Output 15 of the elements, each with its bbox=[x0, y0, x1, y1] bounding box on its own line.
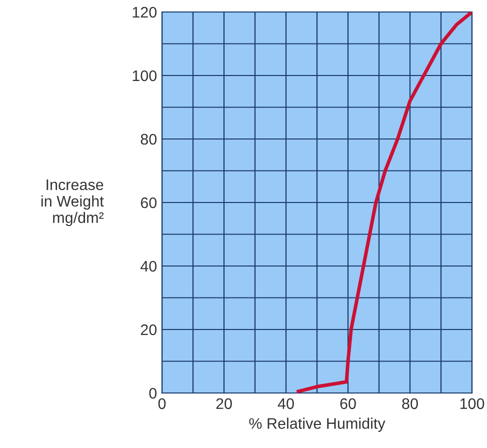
x-axis-title: % Relative Humidity bbox=[249, 418, 386, 432]
x-tick-label: 0 bbox=[158, 398, 166, 410]
x-tick-label: 20 bbox=[216, 398, 232, 410]
y-axis-title: Increase in Weight mg/dm² bbox=[41, 179, 104, 226]
y-tick-label: 120 bbox=[132, 6, 157, 18]
y-tick-label: 80 bbox=[140, 134, 157, 145]
y-tick-label: 20 bbox=[140, 324, 157, 336]
y-tick-label: 100 bbox=[132, 70, 157, 82]
y-tick-label: 0 bbox=[149, 388, 157, 399]
y-tick-label: 40 bbox=[140, 260, 157, 272]
x-tick-label: 40 bbox=[278, 398, 294, 410]
x-tick-label: 60 bbox=[340, 398, 356, 410]
x-tick-label: 100 bbox=[460, 398, 484, 410]
y-tick-label: 60 bbox=[140, 197, 157, 208]
x-tick-label: 80 bbox=[402, 398, 418, 410]
